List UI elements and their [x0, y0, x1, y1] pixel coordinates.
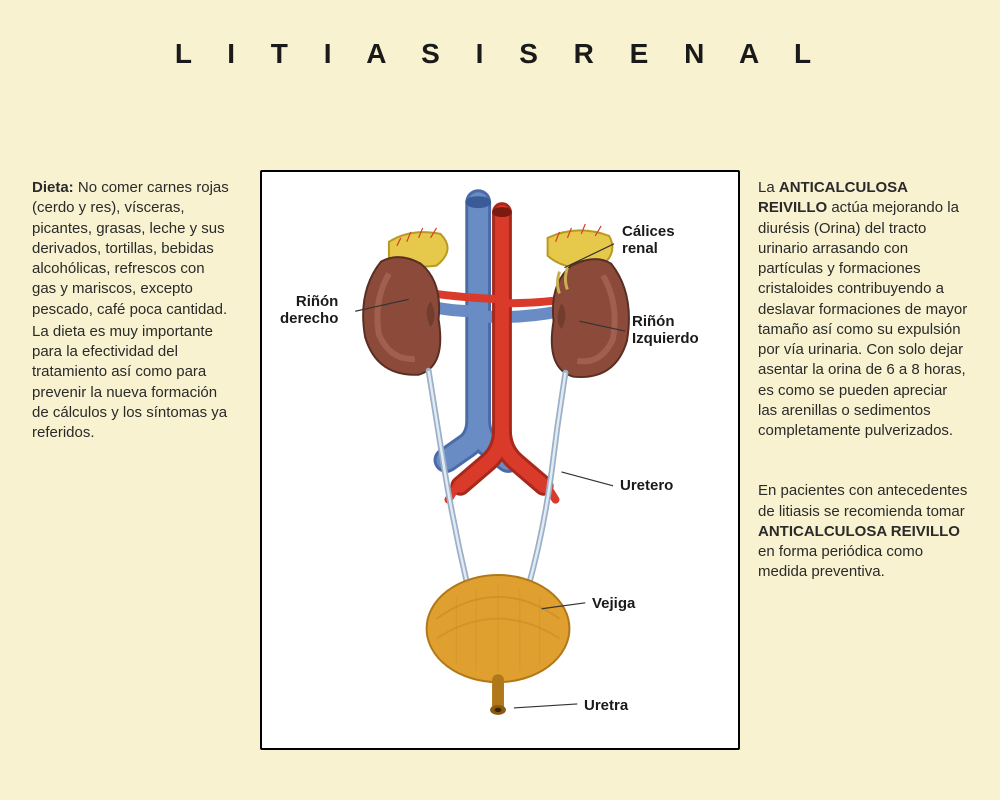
right-column: La ANTICALCULOSA REIVILLO actúa mejorand… — [758, 178, 968, 583]
page-title: L I T I A S I S R E N A L — [0, 38, 1000, 70]
dieta-paragraph-2: La dieta es muy importante para la efect… — [32, 322, 232, 444]
anticalculosa-paragraph-1: La ANTICALCULOSA REIVILLO actúa mejorand… — [758, 178, 968, 441]
dieta-paragraph: Dieta: No comer carnes rojas (cerdo y re… — [32, 178, 232, 320]
p2-rest: en forma periódica como medida preventiv… — [758, 543, 923, 580]
diagram-frame: Riñónderecho Cálicesrenal RiñónIzquierdo… — [260, 170, 740, 750]
left-kidney — [552, 259, 629, 377]
p1-rest: actúa mejorando la diurésis (Orina) del … — [758, 199, 967, 439]
p1-prefix: La — [758, 179, 779, 196]
label-uretra: Uretra — [584, 698, 628, 715]
bladder — [427, 575, 570, 682]
right-kidney — [363, 257, 440, 375]
label-vejiga: Vejiga — [592, 596, 635, 613]
label-rinon-derecho: Riñónderecho — [280, 294, 338, 327]
dieta-body: No comer carnes rojas (cerdo y res), vís… — [32, 179, 229, 318]
label-uretero: Uretero — [620, 478, 673, 495]
dieta-label: Dieta: — [32, 179, 74, 196]
label-calices-renal: Cálicesrenal — [622, 224, 675, 257]
anticalculosa-paragraph-2: En pacientes con antecedentes de litiasi… — [758, 481, 968, 582]
label-rinon-izquierdo: RiñónIzquierdo — [632, 314, 699, 347]
urinary-system-diagram — [262, 172, 738, 748]
p2-bold: ANTICALCULOSA REIVILLO — [758, 523, 960, 540]
urethra — [490, 680, 506, 715]
p2-prefix: En pacientes con antecedentes de litiasi… — [758, 482, 967, 519]
left-column: Dieta: No comer carnes rojas (cerdo y re… — [32, 178, 232, 443]
